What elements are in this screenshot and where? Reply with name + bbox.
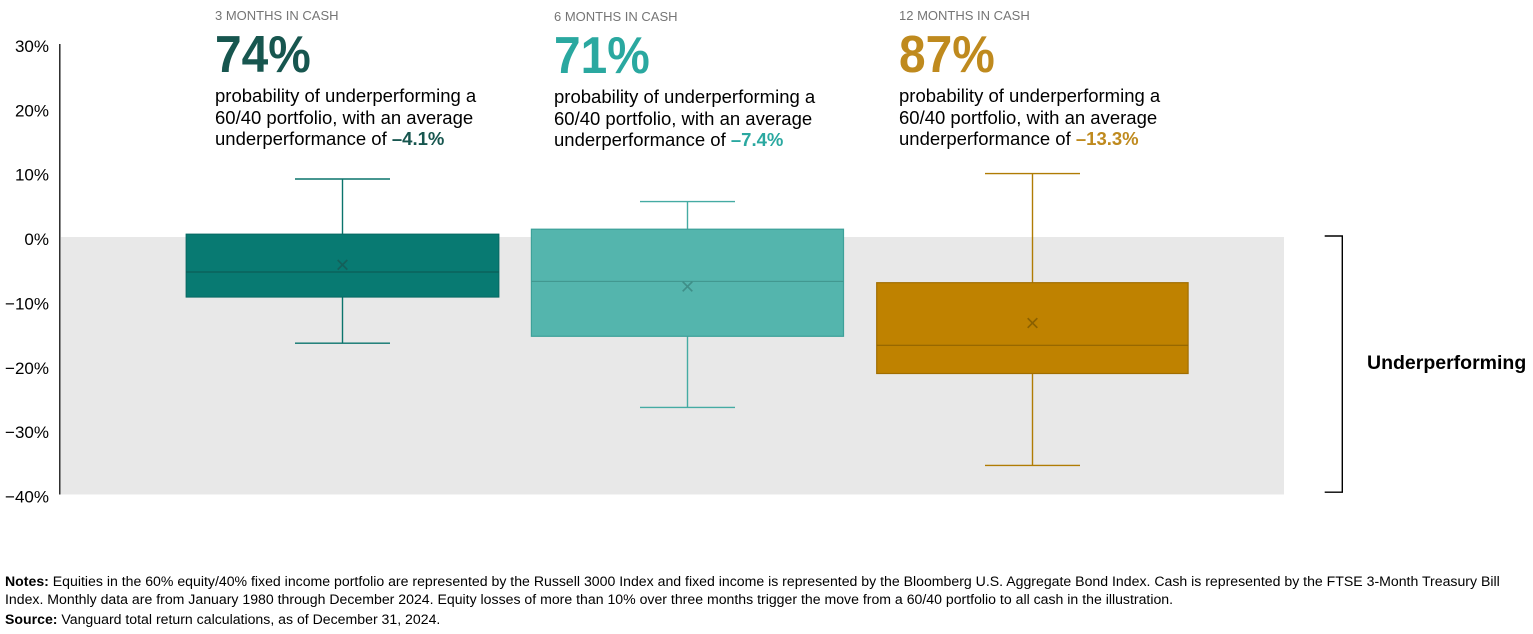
svg-text:0%: 0%	[24, 230, 49, 249]
svg-text:−20%: −20%	[5, 359, 49, 378]
svg-text:−40%: −40%	[5, 488, 49, 507]
svg-text:10%: 10%	[15, 166, 49, 185]
svg-text:30%: 30%	[15, 37, 49, 56]
svg-text:20%: 20%	[15, 101, 49, 120]
svg-text:−10%: −10%	[5, 294, 49, 313]
svg-text:−30%: −30%	[5, 423, 49, 442]
